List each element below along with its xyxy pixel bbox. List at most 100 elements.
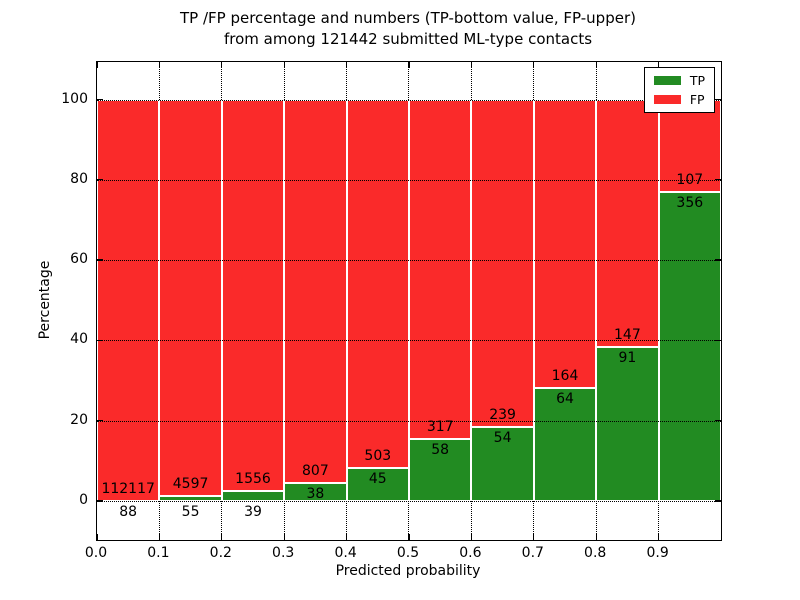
y-tick-label: 100 — [61, 90, 88, 107]
bar-segment-tp — [409, 438, 472, 501]
tp-count-label: 55 — [181, 504, 200, 520]
y-tick-mark — [97, 179, 103, 181]
bar-segment-tp — [471, 427, 534, 501]
bar-segment-tp — [159, 496, 222, 501]
legend: TP FP — [643, 67, 715, 113]
bar-segment-tp — [346, 468, 409, 501]
legend-item-fp: FP — [653, 93, 705, 106]
y-tick-mark — [715, 259, 721, 261]
y-axis-label: Percentage — [37, 260, 53, 340]
bar-segment-tp — [658, 192, 721, 501]
x-tick-label: 0.1 — [147, 545, 170, 561]
tp-count-label: 39 — [244, 504, 262, 520]
bar-segment-fp — [97, 99, 160, 501]
fp-count-label: 239 — [489, 407, 516, 423]
tp-count-label: 58 — [431, 441, 450, 458]
x-tick-mark — [657, 62, 660, 68]
y-tick-mark — [715, 179, 721, 181]
bar-segment-fp — [284, 99, 347, 483]
fp-count-label: 317 — [426, 418, 454, 435]
y-tick-mark — [715, 339, 721, 342]
x-tick-label: 0.5 — [396, 545, 420, 561]
bar-segment-fp — [159, 99, 222, 497]
x-tick-mark — [595, 62, 597, 68]
legend-item-tp: TP — [653, 73, 705, 88]
y-tick-mark — [715, 500, 721, 502]
y-tick-label: 80 — [70, 170, 88, 187]
y-tick-mark — [715, 420, 721, 422]
fp-count-label: 503 — [364, 448, 392, 465]
gridline-horizontal — [97, 501, 721, 502]
fp-count-label: 1556 — [235, 471, 271, 488]
tp-count-label: 356 — [676, 195, 704, 212]
chart-title-line2: from among 121442 submitted ML-type cont… — [223, 30, 593, 48]
tp-count-label: 64 — [556, 391, 574, 408]
x-tick-mark — [470, 62, 473, 68]
x-tick-label: 0.0 — [84, 545, 108, 561]
tp-count-label: 54 — [493, 430, 512, 446]
x-tick-mark — [96, 534, 98, 540]
x-tick-mark — [96, 62, 98, 68]
x-tick-mark — [345, 534, 348, 540]
gridline-horizontal — [97, 179, 721, 181]
fp-count-label: 807 — [302, 462, 329, 479]
x-tick-mark — [595, 534, 597, 540]
fp-count-label: 112117 — [101, 480, 155, 497]
bar-segment-fp — [596, 99, 659, 348]
fp-count-label: 147 — [614, 327, 641, 344]
legend-label-tp: TP — [689, 73, 705, 88]
bar-segment-fp — [346, 99, 409, 469]
x-tick-mark — [221, 534, 223, 540]
x-tick-mark — [158, 534, 161, 540]
chart-title: TP /FP percentage and numbers (TP-bottom… — [96, 8, 720, 50]
x-tick-mark — [657, 534, 660, 540]
fp-count-label: 107 — [676, 172, 704, 189]
x-tick-label: 0.3 — [272, 545, 295, 561]
x-tick-mark — [345, 62, 348, 68]
y-tick-label: 60 — [70, 251, 88, 268]
tp-count-label: 45 — [368, 471, 387, 488]
y-tick-mark — [715, 98, 721, 101]
x-tick-mark — [533, 62, 535, 68]
tp-count-label: 38 — [306, 485, 325, 502]
tp-count-label: 91 — [618, 350, 637, 367]
x-tick-mark — [158, 62, 161, 68]
fp-count-label: 164 — [551, 368, 579, 385]
y-tick-label: 40 — [70, 331, 88, 348]
y-tick-label: 20 — [70, 411, 88, 428]
x-tick-label: 0.8 — [584, 545, 607, 561]
bar-segment-tp — [221, 491, 285, 501]
fp-legend-swatch — [653, 95, 681, 104]
tp-count-label: 88 — [119, 504, 138, 520]
chart-title-line1: TP /FP percentage and numbers (TP-bottom… — [180, 9, 636, 27]
y-tick-mark — [97, 259, 103, 261]
gridline-horizontal — [97, 340, 721, 342]
y-tick-mark — [97, 500, 103, 502]
x-tick-mark — [470, 534, 473, 540]
y-tick-mark — [97, 339, 103, 342]
x-axis-label: Predicted probability — [335, 563, 481, 579]
bar-segment-fp — [471, 99, 534, 427]
bar-segment-tp — [596, 347, 659, 501]
x-tick-label: 0.7 — [521, 545, 544, 561]
y-tick-mark — [97, 98, 103, 101]
y-tick-mark — [97, 420, 103, 422]
bar-segment-tp — [533, 388, 597, 501]
x-tick-mark — [283, 62, 285, 68]
gridline-horizontal — [97, 420, 721, 422]
x-tick-mark — [283, 534, 285, 540]
x-tick-label: 0.9 — [646, 545, 669, 561]
x-tick-label: 0.6 — [459, 545, 482, 561]
bar-segment-fp — [533, 99, 597, 389]
gridline-horizontal — [97, 260, 721, 262]
bar-segment-fp — [221, 99, 285, 492]
tp-legend-swatch — [653, 76, 681, 85]
bar-segment-tp — [284, 482, 347, 501]
bar-segment-fp — [409, 99, 472, 439]
y-tick-label: 0 — [79, 492, 88, 508]
x-tick-mark — [221, 62, 223, 68]
x-tick-label: 0.4 — [334, 545, 357, 561]
x-tick-label: 0.2 — [209, 545, 232, 561]
x-tick-mark — [408, 62, 410, 68]
